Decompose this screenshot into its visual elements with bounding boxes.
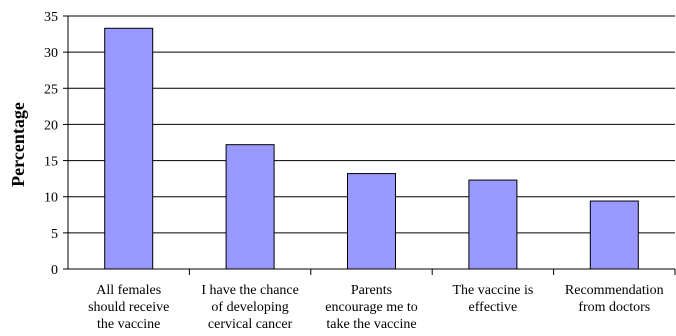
x-category-label: I have the chance of developing cervical c…	[201, 283, 299, 332]
bar	[347, 173, 396, 270]
bar	[225, 144, 275, 270]
y-tick-label: 0	[51, 263, 58, 278]
bar	[589, 200, 639, 270]
y-axis-label: Percentage	[8, 102, 28, 187]
x-category-label: The vaccine is effective	[452, 283, 533, 315]
x-category-label: Recommendation from doctors	[565, 283, 664, 315]
y-tick-label: 10	[44, 191, 58, 206]
gridlines	[63, 15, 675, 270]
x-category-labels: All females should receive the vaccine I ha…	[88, 269, 676, 332]
y-tick-label: 15	[44, 155, 58, 170]
y-tick-labels: 0 5 10 15 20 25 30 35	[44, 10, 58, 278]
y-tick-label: 5	[51, 227, 58, 242]
y-tick-label: 20	[44, 118, 58, 133]
y-tick-label: 35	[44, 10, 58, 25]
y-tick-label: 25	[44, 82, 58, 97]
x-category-label: All females should receive the vaccine	[88, 283, 169, 332]
bar	[104, 27, 154, 270]
axes	[67, 16, 675, 270]
y-tick-label: 30	[44, 46, 58, 61]
x-category-label: Parents encourage me to take the vaccine	[325, 283, 418, 332]
bars	[104, 27, 639, 270]
bar	[468, 179, 518, 270]
